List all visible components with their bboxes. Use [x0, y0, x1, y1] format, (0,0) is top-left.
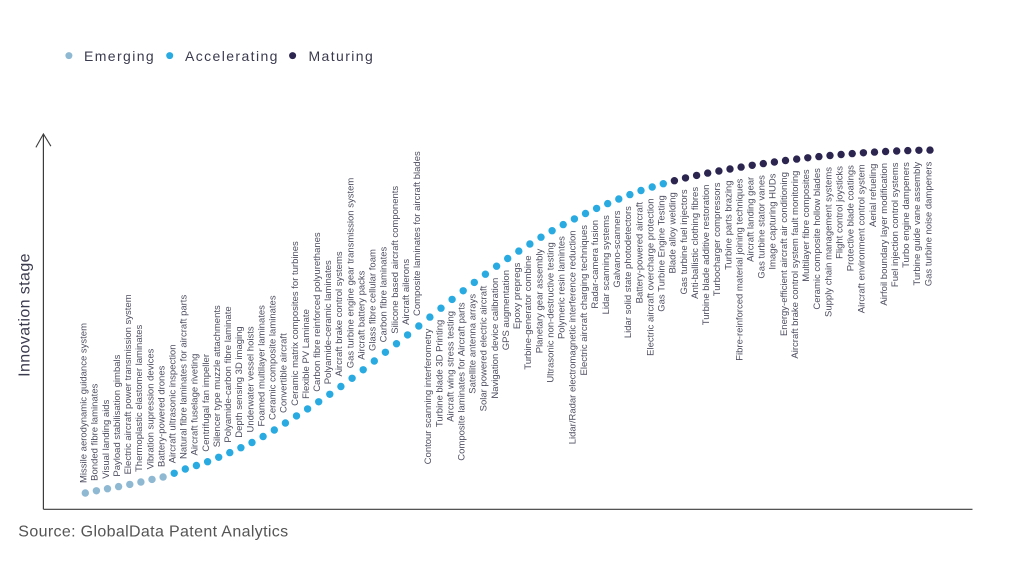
svg-text:Underwater vessel hoists: Underwater vessel hoists [245, 326, 256, 432]
svg-text:Turbine guide vane assembly: Turbine guide vane assembly [912, 162, 923, 286]
svg-text:Electric aircraft overcharge p: Electric aircraft overcharge protection [646, 199, 657, 356]
svg-text:Flexible PV Laminate: Flexible PV Laminate [301, 309, 312, 399]
svg-text:Aircraft wing stress testing: Aircraft wing stress testing [445, 311, 456, 422]
svg-text:Visual landing aids: Visual landing aids [101, 399, 112, 478]
svg-text:Planetary gear assembly: Planetary gear assembly [534, 248, 545, 353]
svg-text:Silencer type muzzle attachmen: Silencer type muzzle attachments [212, 305, 223, 447]
svg-text:Aircraft battery packs: Aircraft battery packs [357, 270, 368, 359]
svg-text:Maturing: Maturing [309, 48, 375, 64]
svg-text:Gas Turbine Engine Testing: Gas Turbine Engine Testing [657, 195, 668, 312]
svg-text:Epoxy prepregs: Epoxy prepregs [512, 262, 523, 329]
svg-text:Blade alloy welding: Blade alloy welding [668, 192, 679, 273]
svg-text:Gas turbine stator vanes: Gas turbine stator vanes [757, 175, 768, 279]
svg-text:Ceramic composite laminates: Ceramic composite laminates [268, 295, 279, 420]
svg-text:Depth sensing 3D imaging: Depth sensing 3D imaging [234, 326, 245, 437]
svg-text:Radar-camera fusion: Radar-camera fusion [590, 220, 601, 309]
svg-text:Gas turbine noise dampeners: Gas turbine noise dampeners [923, 161, 934, 286]
svg-text:Composite laminates for Aircra: Composite laminates for Aircraft parts [457, 302, 468, 461]
svg-text:Aerial refueling: Aerial refueling [868, 164, 879, 227]
svg-text:Emerging: Emerging [84, 48, 155, 64]
svg-text:Turbine parts brazing: Turbine parts brazing [723, 181, 734, 270]
svg-text:Carbon fibre laminates: Carbon fibre laminates [379, 246, 390, 342]
svg-text:Image capturing HUDs: Image capturing HUDs [768, 173, 779, 269]
svg-text:Gas turbine engine gear transm: Gas turbine engine gear transmission sys… [345, 178, 356, 369]
svg-text:Composite laminates for aircra: Composite laminates for aircraft blades [412, 151, 423, 316]
svg-text:Ultrasonic non-destructive tes: Ultrasonic non-destructive testing [545, 242, 556, 382]
svg-text:Source: GlobalData Patent Anal: Source: GlobalData Patent Analytics [18, 523, 288, 540]
svg-text:Flight control joysticks: Flight control joysticks [834, 166, 845, 259]
svg-text:Aircraft brake control systems: Aircraft brake control systems [334, 251, 345, 376]
svg-text:Protective blade coatings: Protective blade coatings [846, 165, 857, 271]
svg-text:Lidar/Radar electromagnetic in: Lidar/Radar electromagnetic interference… [568, 230, 579, 444]
svg-text:Energy-efficient aircraft air: Energy-efficient aircraft air conditioni… [779, 172, 790, 336]
svg-text:Fuel injection control systems: Fuel injection control systems [890, 162, 901, 287]
svg-text:Aircraft fuselage riveting: Aircraft fuselage riveting [190, 354, 201, 456]
svg-text:Carbon fibre reinforced polyur: Carbon fibre reinforced polyurethanes [312, 232, 323, 392]
svg-text:Polyamide-ceramic laminates: Polyamide-ceramic laminates [323, 260, 334, 384]
svg-text:Foamed multilayer laminates: Foamed multilayer laminates [256, 305, 267, 427]
svg-text:Vibration supression devices: Vibration supression devices [145, 348, 156, 469]
svg-text:Satellite antenna arrays: Satellite antenna arrays [468, 294, 479, 394]
svg-text:Electric aircraft power transm: Electric aircraft power transmission sys… [123, 294, 134, 474]
svg-text:Centrifugal fan impeller: Centrifugal fan impeller [201, 354, 212, 452]
svg-text:Multilayer fibre composites: Multilayer fibre composites [801, 169, 812, 282]
svg-text:Navigation device calibration: Navigation device calibration [490, 278, 501, 399]
svg-text:Accelerating: Accelerating [185, 48, 279, 64]
svg-text:Turbine blade additive restora: Turbine blade additive restoration [701, 185, 712, 326]
svg-text:Galvano-scanners: Galvano-scanners [612, 210, 623, 287]
svg-text:Turbine blade 3D Printing: Turbine blade 3D Printing [434, 320, 445, 427]
svg-text:Turbine-generator combine: Turbine-generator combine [523, 256, 534, 370]
svg-text:Turbocharger compressors: Turbocharger compressors [712, 182, 723, 296]
svg-text:Airfoil boundary layer modific: Airfoil boundary layer modification [879, 163, 890, 306]
svg-text:Innovation stage: Innovation stage [17, 253, 34, 377]
svg-text:Aircraft ultrasonic inspection: Aircraft ultrasonic inspection [168, 344, 179, 463]
svg-text:Anti-ballistic clothing fibres: Anti-ballistic clothing fibres [690, 187, 701, 299]
svg-text:Supply chain management system: Supply chain management systems [823, 167, 834, 317]
svg-text:Polyamide-carbon fibre laminat: Polyamide-carbon fibre laminate [223, 306, 234, 442]
svg-text:Ceramic composite hollow blade: Ceramic composite hollow blades [812, 168, 823, 310]
svg-text:Bonded fibre laminates: Bonded fibre laminates [90, 383, 101, 480]
svg-text:Electric aircraft charging tec: Electric aircraft charging techniques [579, 225, 590, 376]
svg-text:GPS augmentation: GPS augmentation [501, 270, 512, 350]
svg-text:Silicone based aircraft compon: Silicone based aircraft components [390, 186, 401, 334]
svg-text:Battery-powered aircraft: Battery-powered aircraft [634, 202, 645, 304]
svg-text:Turbo engine dampeners: Turbo engine dampeners [901, 162, 912, 268]
svg-text:Solar powered electric aircraf: Solar powered electric aircraft [479, 285, 490, 411]
svg-text:Payload stabilisation gimbals: Payload stabilisation gimbals [112, 354, 123, 476]
svg-text:Polymeric resin lamintes: Polymeric resin lamintes [557, 236, 568, 339]
svg-text:Aircraft landing gear: Aircraft landing gear [746, 177, 757, 262]
svg-text:Natural fibre laminates for ai: Natural fibre laminates for aircraft par… [179, 295, 190, 459]
svg-text:Ceramic matrix composites for: Ceramic matrix composites for turbines [290, 241, 301, 406]
svg-text:Aircraft ailerons: Aircraft ailerons [401, 259, 412, 325]
svg-text:Lidar scanning systems: Lidar scanning systems [601, 215, 612, 315]
svg-text:Lidar solid state photodetecto: Lidar solid state photodetectors [623, 206, 634, 338]
svg-text:Battery-powered drones: Battery-powered drones [156, 365, 167, 467]
svg-text:Aircraft brake control system: Aircraft brake control system fault moni… [790, 171, 801, 359]
svg-text:Aircraft environment control s: Aircraft environment control system [857, 164, 868, 313]
svg-text:Glass fibre cellular foam: Glass fibre cellular foam [368, 249, 379, 351]
svg-text:Convertible aircraft: Convertible aircraft [279, 333, 290, 413]
svg-text:Contour scanning interferometr: Contour scanning interferometry [423, 328, 434, 464]
svg-text:Missile aerodynamic guidance s: Missile aerodynamic guidance system [79, 323, 90, 483]
svg-text:Fibre-reinforced material join: Fibre-reinforced material joining techni… [734, 178, 745, 360]
svg-text:Gas turbine fuel injectors: Gas turbine fuel injectors [679, 189, 690, 294]
svg-text:Thermoplastic elastomer lamina: Thermoplastic elastomer laminates [134, 324, 145, 472]
